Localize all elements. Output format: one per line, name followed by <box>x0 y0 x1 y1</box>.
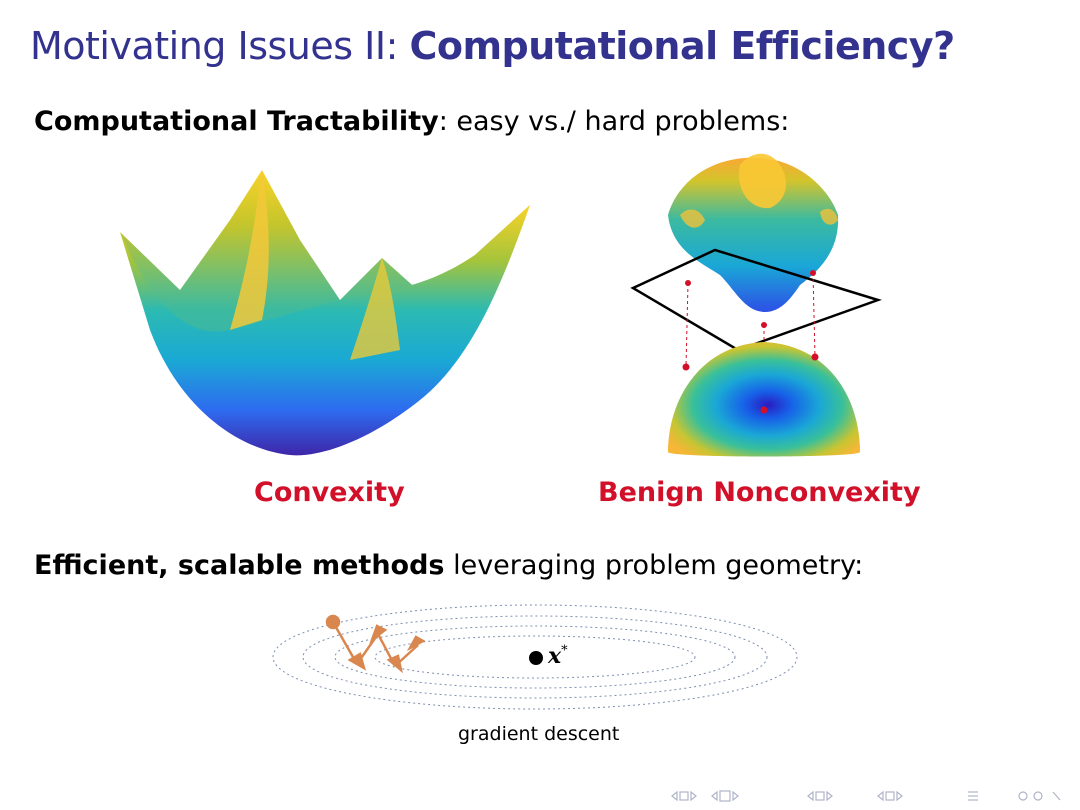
optimum-dot <box>529 651 543 665</box>
tractability-rest: : easy vs./ hard problems: <box>438 106 790 137</box>
title-prefix: Motivating Issues II: <box>30 24 410 68</box>
nav-slide-icon[interactable] <box>877 790 903 802</box>
contour-lines <box>272 604 798 710</box>
convex-surface <box>120 170 530 456</box>
nav-align-icon[interactable] <box>968 791 978 801</box>
nav-icons <box>671 790 1061 802</box>
tractability-line: Computational Tractability: easy vs./ ha… <box>34 106 789 137</box>
optimum-label: x* <box>548 643 568 669</box>
projection-plane <box>630 248 882 352</box>
descent-path <box>325 614 426 674</box>
gradient-descent-caption: gradient descent <box>458 723 620 745</box>
beamer-nav-bar <box>668 786 1073 808</box>
nav-subsection-icon[interactable] <box>711 790 739 802</box>
critical-points <box>682 270 819 414</box>
nonconvex-surface <box>668 153 839 312</box>
title-emphasis: Computational Efficiency? <box>409 24 955 68</box>
slide-title: Motivating Issues II: Computational Effi… <box>30 24 955 68</box>
methods-line: Efficient, scalable methods leveraging p… <box>34 550 863 581</box>
optimum-sup: * <box>561 643 568 659</box>
sphere-surface <box>668 342 860 457</box>
nav-search-icon[interactable] <box>1018 791 1061 801</box>
nav-section-icon[interactable] <box>807 790 833 802</box>
benign-nonconvexity-label: Benign Nonconvexity <box>598 477 921 508</box>
methods-rest: leveraging problem geometry: <box>444 550 864 581</box>
optimum-symbol: x <box>548 643 562 669</box>
methods-term: Efficient, scalable methods <box>34 550 445 581</box>
nav-frame-icon[interactable] <box>671 790 697 802</box>
tractability-term: Computational Tractability <box>34 106 439 137</box>
convexity-label: Convexity <box>254 477 405 508</box>
